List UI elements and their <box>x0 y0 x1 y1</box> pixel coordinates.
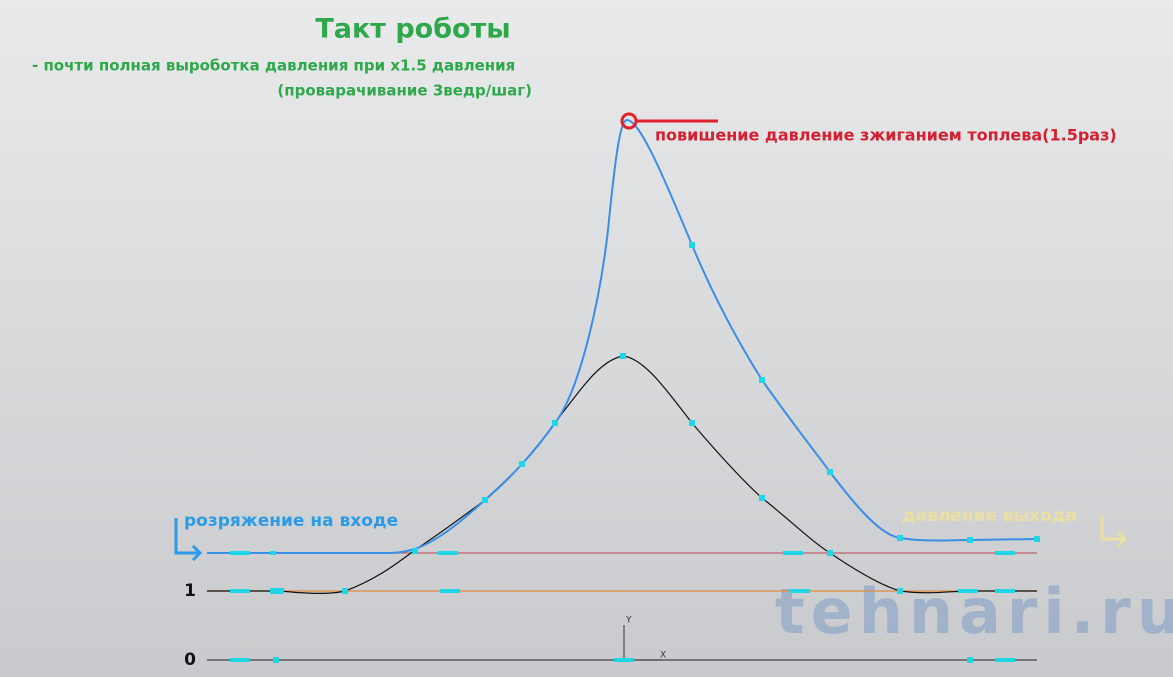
peak-label: повишение давление зжиганием топлева(1.5… <box>655 126 1117 145</box>
outlet-label: давление выхода <box>902 506 1077 526</box>
outlet-arrow <box>1100 516 1128 548</box>
inlet-label: розряжение на входе <box>184 511 398 531</box>
level-label: 1 <box>184 581 196 601</box>
subtitle: - почти полная выроботка давления при x1… <box>32 57 515 75</box>
axis-label: Y <box>625 616 632 626</box>
inlet-arrow <box>174 518 203 562</box>
title: Такт роботы <box>315 14 510 45</box>
level-label: 0 <box>184 650 196 670</box>
axis-label: X <box>660 651 666 661</box>
subtitle: (проварачивание 3ведр/шаг) <box>277 82 532 100</box>
watermark: tehnari.ru <box>775 575 1173 648</box>
markers <box>230 242 1040 663</box>
